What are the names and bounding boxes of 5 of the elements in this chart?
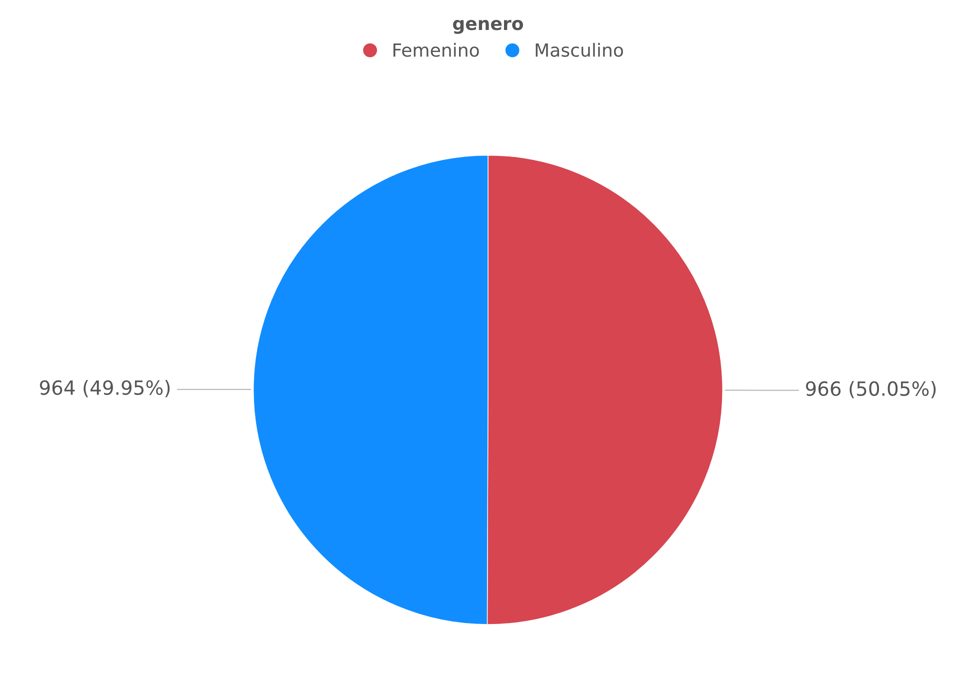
- legend-title: genero: [453, 20, 524, 34]
- data-label: 964 (49.95%): [40, 380, 170, 398]
- legend-label: Masculino: [536, 42, 624, 57]
- legend-label: Femenino: [394, 42, 479, 57]
- data-label: 966 (50.05%): [806, 380, 936, 398]
